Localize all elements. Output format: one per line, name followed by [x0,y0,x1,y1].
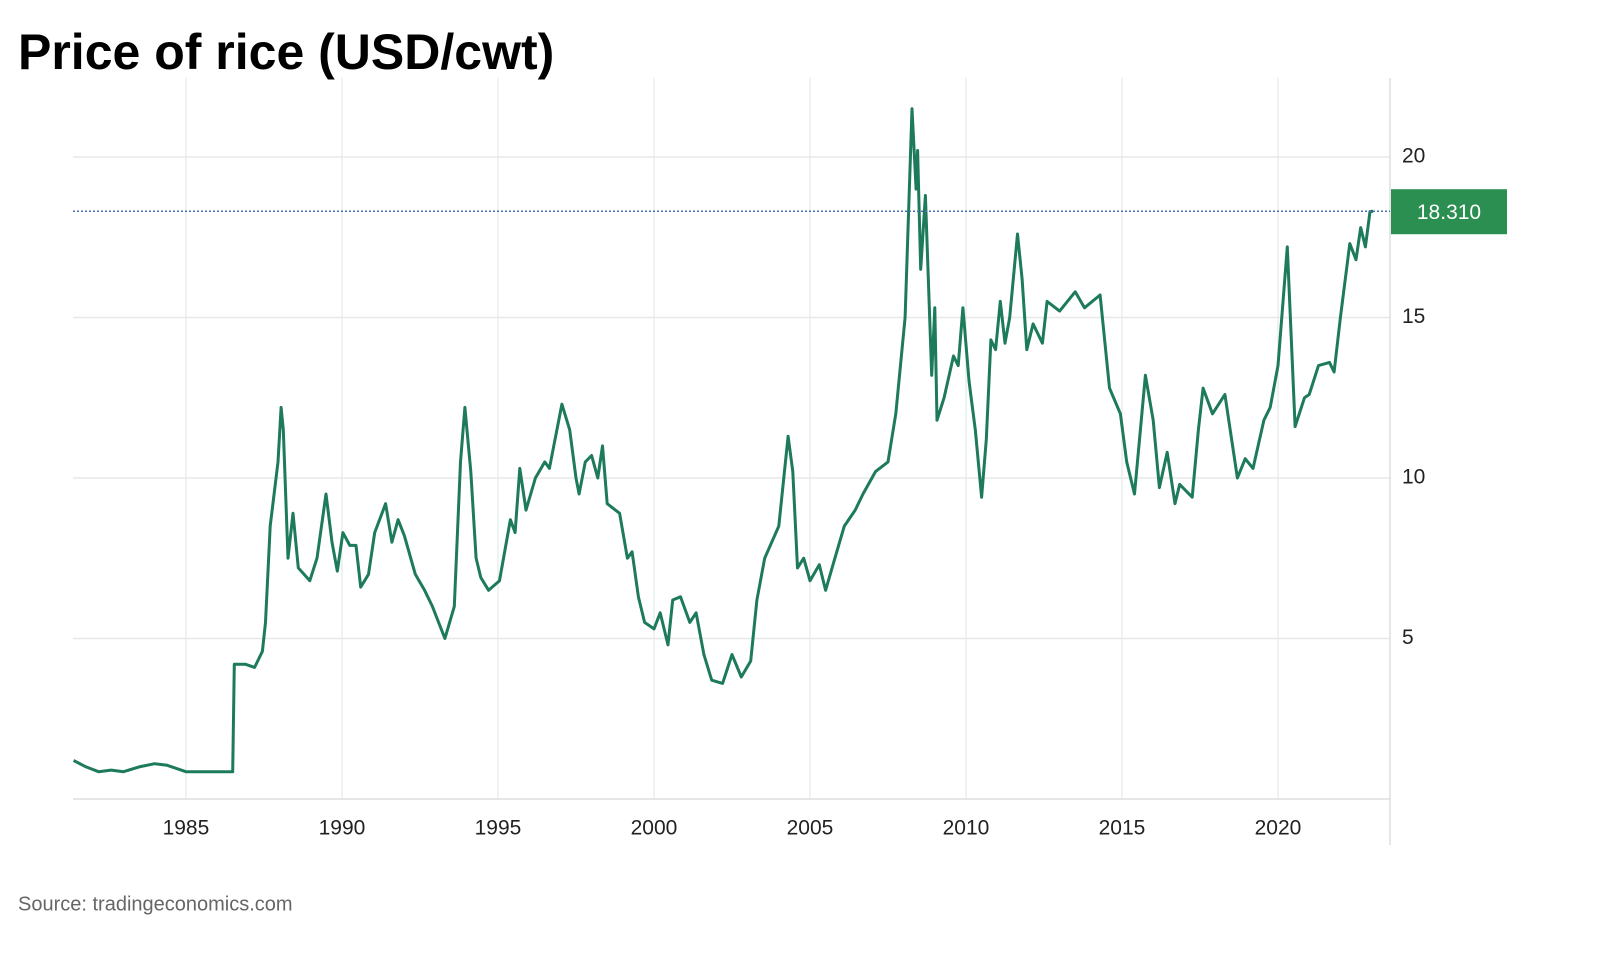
y-tick-label: 10 [1402,466,1425,489]
x-tick-label: 1995 [475,817,522,840]
y-tick-label: 5 [1402,626,1414,649]
x-tick-label: 2020 [1255,817,1302,840]
last-value-box [1391,189,1507,235]
x-tick-label: 2005 [787,817,834,840]
x-tick-label: 2010 [943,817,990,840]
price-line [72,107,1374,774]
source: Source: tradingeconomics.com [18,893,293,915]
x-tick-label: 2015 [1099,817,1146,840]
y-tick-label: 15 [1402,305,1425,328]
x-tick-label: 2000 [631,817,678,840]
x-tick-label: 1990 [319,817,366,840]
last-value-label: 18.310 [1417,201,1481,224]
x-tick-label: 1985 [163,817,210,840]
y-tick-label: 20 [1402,145,1425,168]
chart-title: Price of rice (USD/cwt) [18,24,554,80]
